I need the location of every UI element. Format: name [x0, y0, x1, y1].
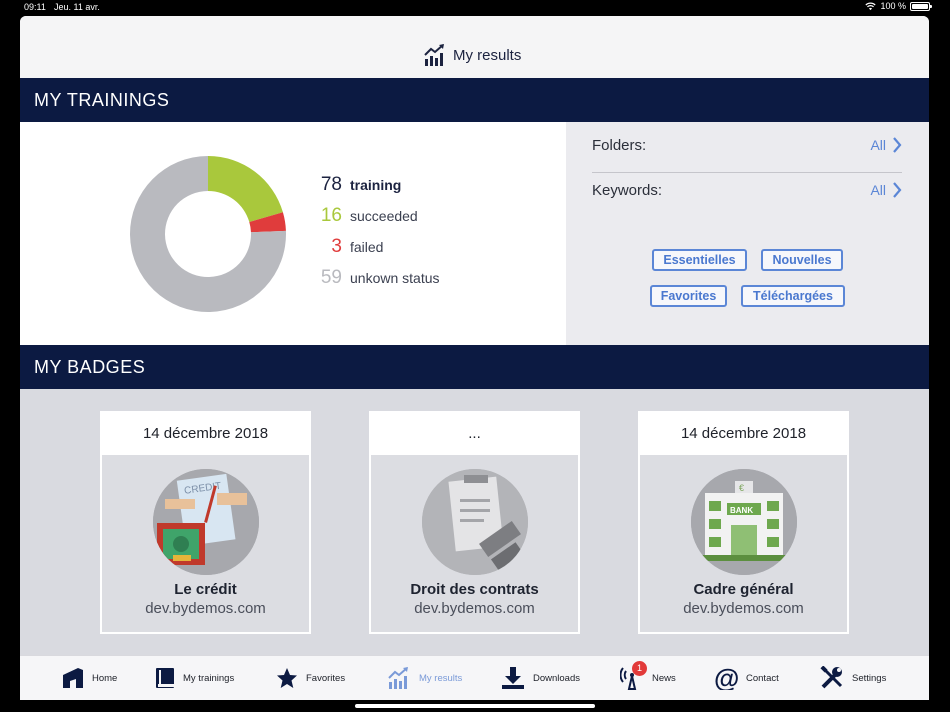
tab-favorites[interactable]: Favorites: [276, 664, 345, 692]
trainings-stats: 78 training 16 succeeded 3 failed 59 unk…: [310, 174, 440, 298]
tools-icon: [820, 666, 844, 690]
stat-unknown: 59 unkown status: [310, 267, 440, 298]
badges-section: 14 décembre 2018 CREDIT: [20, 389, 929, 655]
trainings-section: 78 training 16 succeeded 3 failed 59 unk…: [20, 122, 929, 346]
news-icon-wrap: 1: [620, 666, 644, 690]
trainings-filters: Folders: All Keywords: All Essentielles …: [566, 122, 929, 346]
badge-body: CREDIT Le crédit dev.bydemos.com: [102, 455, 309, 632]
badge-name: Cadre général: [640, 581, 847, 598]
app-screen: My results MY TRAININGS 78 training 16 s…: [20, 16, 929, 700]
keywords-value[interactable]: All: [870, 182, 902, 198]
stat-unknown-value: 59: [310, 267, 342, 289]
badge-date: 14 décembre 2018: [640, 413, 847, 455]
tab-label: Home: [92, 673, 117, 684]
trainings-summary: 78 training 16 succeeded 3 failed 59 unk…: [20, 122, 566, 346]
svg-text:BANK: BANK: [730, 506, 753, 515]
at-icon: @: [714, 666, 738, 690]
tab-news[interactable]: 1 News: [620, 664, 676, 692]
stat-failed: 3 failed: [310, 236, 440, 267]
tab-contact[interactable]: @ Contact: [714, 664, 779, 692]
badge-body: Droit des contrats dev.bydemos.com: [371, 455, 578, 632]
trainings-heading: MY TRAININGS: [20, 78, 929, 122]
badge-card[interactable]: 14 décembre 2018 CREDIT: [100, 411, 311, 634]
chart-up-icon: [423, 43, 447, 67]
folders-label: Folders:: [592, 137, 646, 154]
chevron-right-icon: [892, 137, 902, 153]
status-bar: 09:11 Jeu. 11 avr. 100 %: [0, 0, 950, 14]
star-icon: [276, 667, 298, 689]
svg-text:€: €: [739, 483, 744, 493]
download-icon: [501, 666, 525, 690]
svg-text:@: @: [714, 666, 738, 690]
news-count-badge: 1: [632, 661, 647, 676]
tab-label: My trainings: [183, 673, 234, 684]
chevron-right-icon: [892, 182, 902, 198]
stat-succeeded-value: 16: [310, 205, 342, 227]
badge-card[interactable]: ... Droit des contrats dev.bydemo: [369, 411, 580, 634]
badge-name: Le crédit: [102, 581, 309, 598]
status-date: Jeu. 11 avr.: [54, 2, 100, 12]
badge-date: 14 décembre 2018: [102, 413, 309, 455]
battery-icon: [910, 2, 930, 11]
stat-unknown-label: unkown status: [350, 270, 440, 286]
badge-date: ...: [371, 413, 578, 455]
home-icon: [62, 667, 84, 689]
stat-total-value: 78: [310, 174, 342, 196]
donut-slice-succeeded: [208, 156, 283, 222]
tab-my-results[interactable]: My results: [387, 664, 462, 692]
keywords-label: Keywords:: [592, 182, 662, 199]
battery-level: 100 %: [880, 1, 906, 11]
folders-value-text: All: [870, 137, 886, 153]
badge-site: dev.bydemos.com: [371, 600, 578, 617]
tag-telechargees[interactable]: Téléchargées: [741, 285, 845, 307]
chart-up-icon: [387, 666, 411, 690]
badge-card[interactable]: 14 décembre 2018 € BANK: [638, 411, 849, 634]
tab-label: Favorites: [306, 673, 345, 684]
stat-total-label: training: [350, 177, 401, 193]
tab-settings[interactable]: Settings: [820, 664, 886, 692]
tab-label: Downloads: [533, 673, 580, 684]
tab-bar: Home My trainings Favorites My results D…: [20, 655, 929, 700]
tag-nouvelles[interactable]: Nouvelles: [761, 249, 843, 271]
tag-favorites[interactable]: Favorites: [650, 285, 727, 307]
stat-failed-label: failed: [350, 239, 383, 255]
tab-label: News: [652, 673, 676, 684]
tab-my-trainings[interactable]: My trainings: [155, 664, 234, 692]
tab-downloads[interactable]: Downloads: [501, 664, 580, 692]
wifi-icon: [865, 2, 876, 11]
stat-succeeded: 16 succeeded: [310, 205, 440, 236]
stat-succeeded-label: succeeded: [350, 208, 418, 224]
tab-label: Settings: [852, 673, 886, 684]
credit-illustration-icon: CREDIT: [153, 469, 259, 575]
page-title-text: My results: [453, 47, 521, 64]
keywords-value-text: All: [870, 182, 886, 198]
badges-heading: MY BADGES: [20, 345, 929, 389]
folders-value[interactable]: All: [870, 137, 902, 153]
badge-site: dev.bydemos.com: [102, 600, 309, 617]
tab-home[interactable]: Home: [62, 664, 117, 692]
page-title: My results: [423, 43, 521, 67]
stat-total: 78 training: [310, 174, 440, 205]
stat-failed-value: 3: [310, 236, 342, 258]
status-time: 09:11: [24, 2, 46, 12]
book-icon: [155, 667, 175, 689]
tab-label: My results: [419, 673, 462, 684]
tab-label: Contact: [746, 673, 779, 684]
home-indicator[interactable]: [355, 704, 595, 708]
contract-illustration-icon: [422, 469, 528, 575]
folders-filter[interactable]: Folders: All: [592, 125, 902, 165]
tag-essentielles[interactable]: Essentielles: [652, 249, 747, 271]
status-right: 100 %: [865, 1, 930, 11]
badge-site: dev.bydemos.com: [640, 600, 847, 617]
badge-name: Droit des contrats: [371, 581, 578, 598]
bank-illustration-icon: € BANK: [691, 469, 797, 575]
top-bar: My results: [20, 16, 929, 78]
badge-body: € BANK Cadre général d: [640, 455, 847, 632]
trainings-donut: [128, 154, 288, 314]
keywords-filter[interactable]: Keywords: All: [592, 170, 902, 210]
